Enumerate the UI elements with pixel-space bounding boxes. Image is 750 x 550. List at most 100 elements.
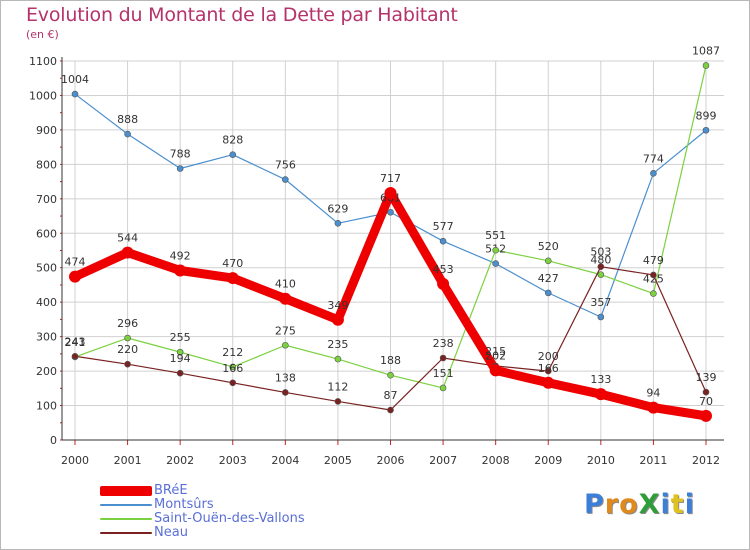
data-label: 70 (699, 395, 713, 408)
x-tick-label: 2007 (429, 454, 457, 467)
data-point (176, 369, 184, 377)
y-tick-label: 700 (36, 193, 57, 206)
data-label: 551 (485, 229, 506, 242)
data-point (650, 271, 657, 279)
legend-swatch (100, 486, 152, 496)
data-point (282, 389, 289, 396)
legend-item: BRéE (100, 484, 305, 498)
data-point (650, 290, 657, 297)
data-label: 357 (590, 296, 611, 309)
x-tick-label: 2001 (114, 454, 142, 467)
data-point (282, 176, 289, 183)
data-point (229, 363, 237, 371)
data-label: 166 (222, 362, 243, 375)
data-point (174, 264, 187, 277)
data-label: 756 (275, 159, 296, 172)
legend-label: BRéE (154, 483, 188, 498)
y-tick-label: 800 (36, 158, 57, 171)
data-label: 275 (275, 324, 296, 337)
data-label: 470 (222, 257, 243, 270)
y-tick-label: 0 (50, 434, 57, 447)
data-label: 112 (327, 380, 348, 393)
x-tick-label: 2003 (219, 454, 247, 467)
y-tick-label: 1100 (29, 55, 57, 68)
data-label: 139 (696, 371, 717, 384)
data-label: 202 (485, 349, 506, 362)
data-label: 194 (170, 352, 191, 365)
data-point (597, 313, 605, 321)
data-point (492, 260, 499, 267)
data-label: 1004 (61, 73, 89, 86)
data-point (331, 313, 344, 326)
data-label: 520 (538, 240, 559, 253)
data-label: 212 (222, 346, 243, 359)
data-point (492, 246, 499, 254)
data-point (439, 354, 447, 362)
x-tick-label: 2009 (534, 454, 562, 467)
data-point (69, 270, 81, 283)
data-label: 296 (117, 317, 138, 330)
legend-label: Neau (154, 525, 188, 540)
chart-legend: BRéE Montsûrs Saint-Ouën-des-Vallons Neau (100, 484, 305, 540)
data-label: 235 (327, 338, 348, 351)
data-point (282, 341, 289, 349)
legend-label: Saint-Ouën-des-Vallons (154, 511, 305, 526)
data-point (700, 409, 712, 422)
data-point (387, 371, 394, 379)
data-label: 503 (590, 246, 611, 259)
data-point (544, 367, 552, 375)
data-point (124, 334, 131, 342)
data-point (229, 151, 237, 159)
data-label: 788 (170, 147, 191, 160)
data-point (439, 237, 447, 245)
x-tick-label: 2008 (482, 454, 510, 467)
legend-swatch (100, 532, 152, 534)
proxiti-logo: ProXiti (584, 489, 695, 520)
data-label: 241 (65, 336, 86, 349)
data-label: 774 (643, 152, 664, 165)
data-label: 133 (590, 373, 611, 386)
data-point (176, 348, 184, 356)
legend-item: Neau (100, 526, 305, 540)
data-point (647, 401, 660, 414)
legend-item: Montsûrs (100, 498, 305, 512)
data-point (124, 130, 131, 138)
x-tick-label: 2002 (166, 454, 194, 467)
y-tick-label: 200 (36, 365, 57, 378)
data-point (544, 289, 552, 297)
data-label: 479 (643, 254, 664, 267)
data-label: 888 (117, 113, 138, 126)
data-label: 1087 (692, 44, 720, 57)
data-point (334, 398, 342, 405)
data-point (594, 388, 607, 401)
data-point (702, 126, 710, 134)
x-tick-label: 2005 (324, 454, 352, 467)
data-point (121, 246, 134, 259)
data-point (439, 384, 447, 392)
x-tick-label: 2012 (692, 454, 720, 467)
y-tick-label: 500 (36, 262, 57, 275)
data-point (334, 355, 342, 363)
data-label: 243 (65, 335, 86, 348)
data-label: 215 (485, 345, 506, 358)
data-point (489, 364, 502, 377)
data-point (124, 360, 131, 368)
data-label: 220 (117, 343, 138, 356)
data-point (384, 186, 397, 199)
data-label: 717 (380, 172, 401, 185)
legend-swatch (100, 518, 152, 520)
data-label: 427 (538, 272, 559, 285)
y-tick-label: 900 (36, 124, 57, 137)
data-label: 138 (275, 371, 296, 384)
data-point (702, 388, 710, 396)
data-label: 425 (643, 273, 664, 286)
data-label: 151 (433, 367, 454, 380)
data-point (542, 376, 555, 389)
data-point (176, 165, 184, 172)
y-tick-label: 400 (36, 296, 57, 309)
data-point (71, 352, 79, 360)
data-label: 544 (117, 232, 138, 245)
chart-unit-label: (en €) (26, 28, 59, 41)
